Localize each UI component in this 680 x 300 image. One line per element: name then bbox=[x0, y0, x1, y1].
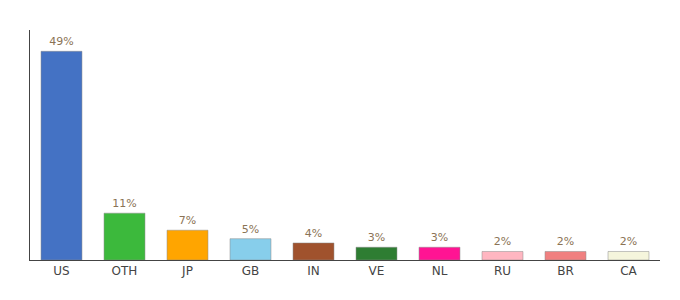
svg-text:CA: CA bbox=[620, 264, 637, 278]
svg-text:7%: 7% bbox=[179, 214, 196, 227]
svg-text:VE: VE bbox=[369, 264, 385, 278]
svg-text:NL: NL bbox=[432, 264, 448, 278]
svg-text:11%: 11% bbox=[112, 197, 136, 210]
svg-text:2%: 2% bbox=[494, 235, 511, 248]
svg-text:5%: 5% bbox=[242, 223, 259, 236]
svg-text:RU: RU bbox=[494, 264, 511, 278]
svg-text:2%: 2% bbox=[557, 235, 574, 248]
svg-text:US: US bbox=[53, 264, 69, 278]
svg-text:GB: GB bbox=[242, 264, 260, 278]
svg-text:OTH: OTH bbox=[112, 264, 138, 278]
svg-text:3%: 3% bbox=[368, 231, 385, 244]
svg-text:BR: BR bbox=[557, 264, 574, 278]
svg-text:IN: IN bbox=[307, 264, 320, 278]
svg-text:3%: 3% bbox=[431, 231, 448, 244]
svg-text:4%: 4% bbox=[305, 227, 322, 240]
svg-text:2%: 2% bbox=[620, 235, 637, 248]
svg-text:49%: 49% bbox=[49, 35, 73, 48]
svg-text:JP: JP bbox=[181, 264, 193, 278]
